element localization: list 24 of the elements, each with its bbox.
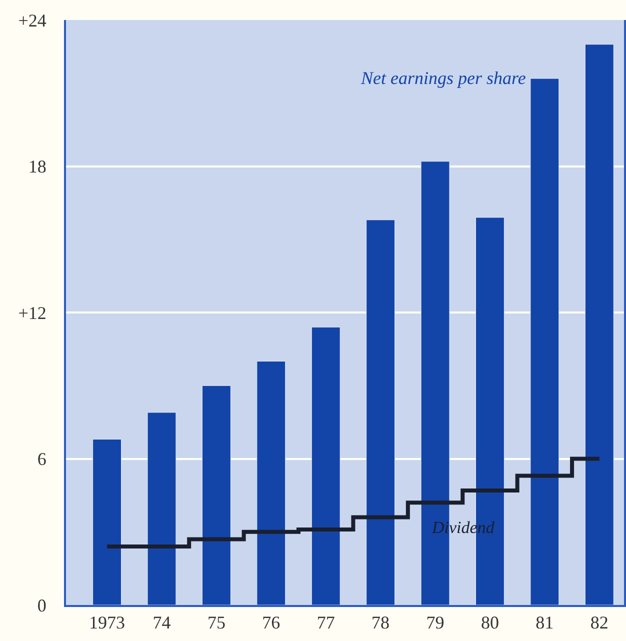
x-tick-label: 81 — [536, 612, 554, 633]
bar — [202, 385, 231, 605]
x-tick-label: 82 — [590, 612, 608, 633]
x-tick-label: 77 — [316, 612, 335, 633]
bar — [366, 220, 396, 605]
bar — [147, 412, 176, 605]
x-tick-label: 79 — [426, 612, 444, 633]
x-tick-label: 75 — [207, 612, 226, 633]
x-tick-label: 78 — [372, 612, 390, 633]
x-tick-label: 76 — [262, 612, 280, 633]
bar — [584, 44, 614, 605]
y-tick-label: +24 — [18, 10, 46, 30]
y-tick-label: +12 — [18, 302, 46, 323]
bar — [311, 326, 340, 605]
x-tick-label: 1973 — [89, 612, 126, 633]
x-tick-label: 74 — [152, 612, 171, 633]
bar — [92, 439, 122, 605]
series-label: Net earnings per share — [360, 68, 526, 88]
bar — [256, 361, 286, 605]
x-tick-label: 80 — [480, 612, 499, 633]
y-tick-label: 0 — [37, 595, 46, 616]
y-tick-label: 18 — [28, 156, 46, 177]
y-tick-label: 6 — [37, 449, 46, 470]
bar — [530, 78, 560, 605]
